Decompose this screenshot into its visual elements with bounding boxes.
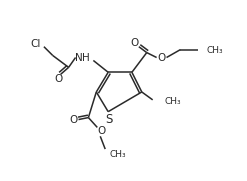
Text: Cl: Cl <box>31 39 41 49</box>
Text: O: O <box>97 126 105 136</box>
Text: H: H <box>82 52 89 62</box>
Text: N: N <box>75 52 82 62</box>
Text: CH₃: CH₃ <box>109 150 126 159</box>
Text: CH₃: CH₃ <box>206 46 223 55</box>
Text: O: O <box>131 38 139 48</box>
Text: CH₃: CH₃ <box>165 97 181 106</box>
Text: O: O <box>157 52 166 62</box>
Text: O: O <box>69 115 78 125</box>
Text: S: S <box>105 113 113 126</box>
Text: O: O <box>55 74 63 84</box>
